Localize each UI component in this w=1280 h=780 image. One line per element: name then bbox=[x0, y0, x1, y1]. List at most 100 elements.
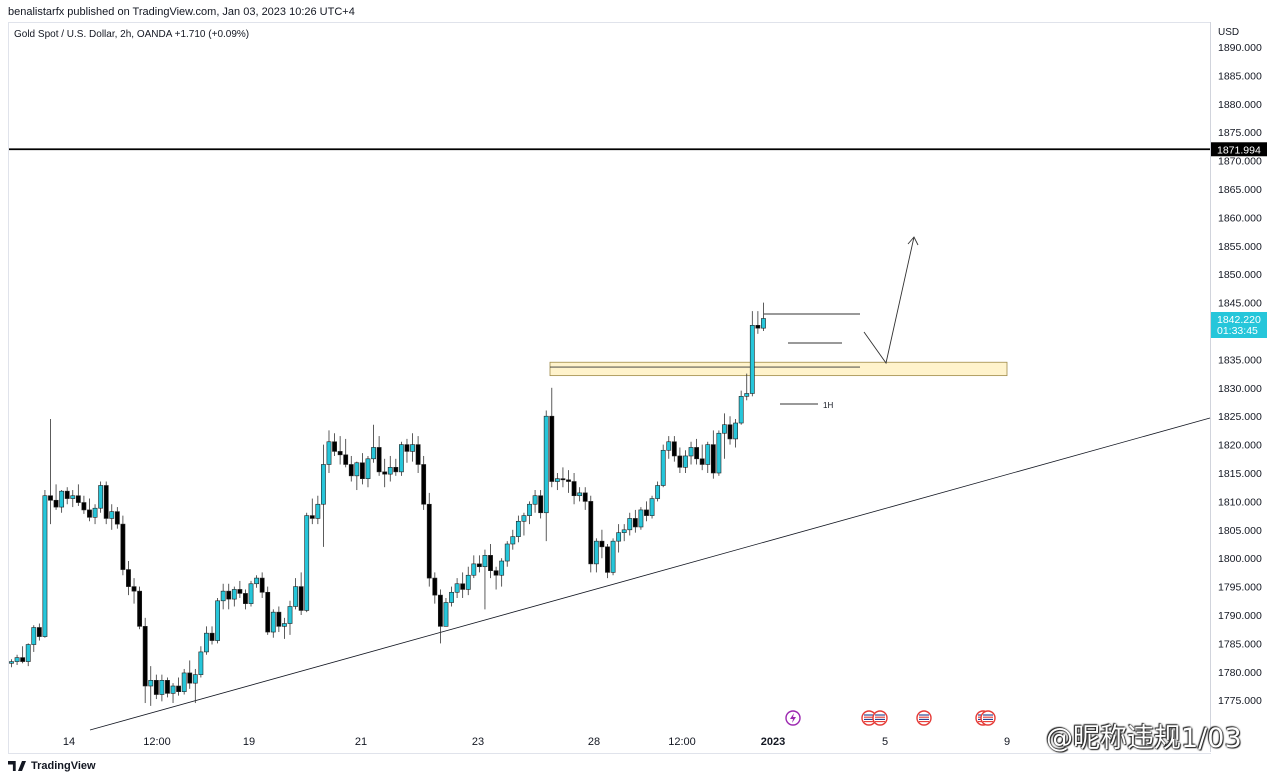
candle-body bbox=[337, 451, 343, 456]
candle bbox=[36, 623, 42, 641]
candle-body bbox=[744, 393, 750, 397]
candle bbox=[593, 538, 599, 573]
candle bbox=[170, 683, 176, 704]
candle-body bbox=[627, 518, 633, 531]
candle-body bbox=[36, 627, 42, 637]
candle-body bbox=[532, 495, 538, 505]
candle bbox=[42, 490, 48, 638]
candle bbox=[20, 646, 26, 664]
candle-body bbox=[688, 447, 694, 457]
candle-body bbox=[421, 464, 427, 505]
candle-body bbox=[142, 626, 148, 687]
candle-body bbox=[53, 499, 59, 508]
candle bbox=[126, 561, 131, 596]
candle-body bbox=[215, 600, 220, 641]
us-flag-icon[interactable] bbox=[872, 710, 888, 726]
candle bbox=[287, 600, 293, 635]
last-price-label: 1842.220 bbox=[1217, 314, 1261, 326]
candle-body bbox=[148, 680, 154, 687]
price-tick-label: 1830.000 bbox=[1218, 383, 1262, 395]
lightning-icon[interactable] bbox=[785, 710, 801, 726]
candle-body bbox=[521, 515, 527, 522]
candle bbox=[282, 617, 287, 639]
price-axis[interactable] bbox=[1210, 22, 1280, 752]
us-flag-icon-ring bbox=[916, 710, 932, 726]
candle-body bbox=[64, 490, 70, 499]
countdown-label: 01:33:45 bbox=[1217, 325, 1258, 337]
candle-body bbox=[538, 495, 544, 514]
candle-body bbox=[315, 503, 321, 519]
candle bbox=[159, 674, 165, 702]
candle-body bbox=[31, 627, 37, 645]
us-flag-icon-ring bbox=[980, 710, 996, 726]
us-flag-icon[interactable] bbox=[861, 710, 877, 726]
candle-body bbox=[243, 593, 248, 604]
candle-body bbox=[103, 485, 109, 519]
candle bbox=[460, 572, 466, 598]
candle bbox=[304, 512, 310, 613]
candle bbox=[276, 606, 282, 633]
candle-body bbox=[432, 577, 438, 596]
candle bbox=[148, 666, 154, 706]
candle bbox=[722, 413, 727, 459]
candle-body bbox=[722, 424, 727, 434]
price-tick-label: 1775.000 bbox=[1218, 695, 1262, 707]
candle bbox=[254, 575, 259, 588]
candle bbox=[493, 566, 499, 590]
candle bbox=[87, 498, 92, 522]
us-flag-icon[interactable] bbox=[916, 710, 932, 726]
candle bbox=[727, 416, 733, 445]
candle bbox=[259, 572, 265, 598]
footer: TradingView bbox=[8, 760, 96, 772]
candle bbox=[404, 438, 410, 463]
price-tick-label: 1870.000 bbox=[1218, 156, 1262, 168]
candle bbox=[421, 455, 427, 510]
time-tick-label: 14 bbox=[63, 736, 75, 748]
candle bbox=[504, 541, 510, 567]
candle-body bbox=[98, 485, 104, 509]
candle bbox=[482, 549, 488, 610]
candle-body bbox=[209, 632, 215, 641]
price-tick-label: 1850.000 bbox=[1218, 269, 1262, 281]
candle-body bbox=[705, 444, 711, 465]
tradingview-logo-icon bbox=[8, 761, 26, 771]
price-tick-label: 1845.000 bbox=[1218, 298, 1262, 310]
candle-body bbox=[710, 444, 716, 474]
candle-body bbox=[510, 536, 516, 545]
candle-body bbox=[393, 467, 399, 473]
price-tick-label: 1780.000 bbox=[1218, 667, 1262, 679]
candle-body bbox=[343, 454, 349, 465]
candle-body bbox=[120, 523, 126, 570]
candle bbox=[75, 484, 81, 506]
us-flag-icon[interactable] bbox=[980, 710, 996, 726]
candle bbox=[476, 555, 482, 573]
candle-body bbox=[287, 606, 293, 624]
chart-plot-area[interactable] bbox=[8, 22, 1211, 754]
candle bbox=[298, 572, 304, 615]
candle bbox=[220, 583, 226, 610]
candle bbox=[326, 430, 332, 473]
candle-body bbox=[527, 503, 532, 516]
candle bbox=[761, 302, 766, 331]
price-tick-label: 1890.000 bbox=[1218, 42, 1262, 54]
candle-body bbox=[733, 422, 738, 440]
candle bbox=[694, 438, 700, 465]
time-tick-label: 28 bbox=[588, 736, 600, 748]
candle bbox=[92, 504, 98, 525]
candle bbox=[59, 490, 65, 513]
currency-label: USD bbox=[1218, 27, 1240, 38]
candle-body bbox=[666, 441, 672, 451]
price-tick-label: 1835.000 bbox=[1218, 354, 1262, 366]
h1-annotation: 1H bbox=[823, 401, 833, 410]
candle bbox=[31, 625, 37, 652]
candle-body bbox=[176, 685, 181, 692]
candle bbox=[471, 555, 477, 579]
price-tick-label: 1880.000 bbox=[1218, 99, 1262, 111]
candle-body bbox=[632, 518, 638, 528]
candle-body bbox=[415, 444, 421, 465]
candle-body bbox=[749, 325, 755, 394]
candle bbox=[114, 507, 120, 529]
candle bbox=[165, 677, 170, 698]
candle bbox=[588, 495, 594, 573]
candle bbox=[293, 578, 298, 610]
